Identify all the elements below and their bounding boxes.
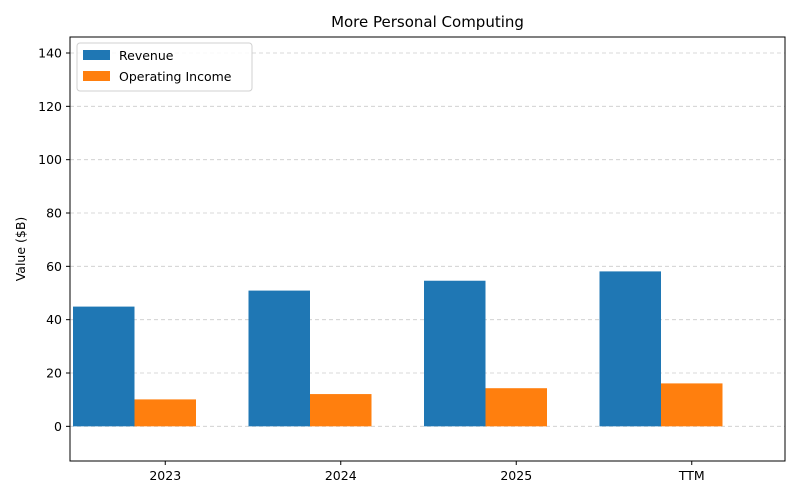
legend-swatch	[83, 71, 110, 81]
bar-operating-income-2023	[134, 399, 196, 427]
y-axis: 0 20 40 60 80 100 120 140	[38, 46, 70, 434]
x-tick-label: 2024	[325, 468, 357, 483]
y-tick-label: 100	[38, 152, 62, 167]
bar-operating-income-ttm	[661, 383, 723, 427]
bars	[73, 271, 723, 427]
y-tick-label: 80	[46, 206, 62, 221]
y-tick-label: 40	[46, 312, 62, 327]
bar-revenue-2023	[73, 306, 135, 427]
legend-swatch	[83, 50, 110, 60]
x-axis: 2023 2024 2025 TTM	[149, 461, 705, 483]
y-tick-label: 140	[38, 46, 62, 61]
x-tick-label: TTM	[678, 468, 705, 483]
bar-operating-income-2025	[485, 388, 547, 427]
y-tick-label: 20	[46, 366, 62, 381]
y-tick-label: 0	[54, 419, 62, 434]
legend: Revenue Operating Income	[76, 42, 253, 92]
bar-revenue-ttm	[599, 271, 661, 427]
bar-revenue-2024	[248, 290, 310, 427]
plot-frame	[69, 36, 786, 462]
y-tick-label: 120	[38, 99, 62, 114]
y-axis-label: Value ($B)	[13, 217, 28, 282]
legend-box	[76, 42, 253, 92]
bar-operating-income-2024	[310, 394, 372, 427]
x-tick-label: 2023	[149, 468, 181, 483]
bar-revenue-2025	[424, 280, 486, 427]
legend-label: Revenue	[119, 48, 174, 63]
chart-title: More Personal Computing	[331, 13, 524, 31]
x-tick-label: 2025	[500, 468, 532, 483]
y-tick-label: 60	[46, 259, 62, 274]
legend-label: Operating Income	[119, 69, 232, 84]
